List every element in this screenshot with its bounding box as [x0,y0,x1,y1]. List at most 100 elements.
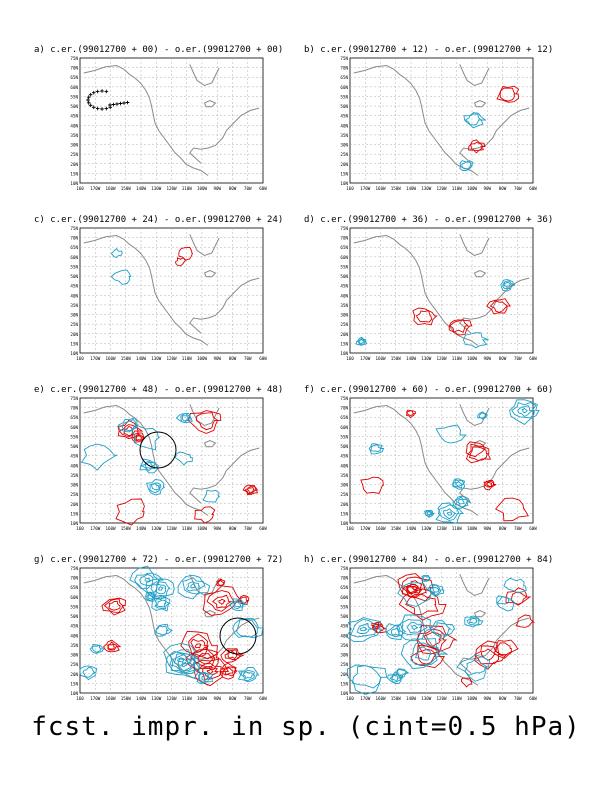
lat-tick-label: 70N [70,576,78,581]
lat-tick-label: 10N [70,691,78,696]
panel-title-a: a) c.er.(99012700 + 00) - o.er.(99012700… [34,45,283,55]
coastline [353,404,479,516]
lon-tick-label: 130W [151,186,162,191]
negative-contour [496,595,517,612]
positive-contour [178,246,194,261]
track-markers [86,89,130,111]
highlight-circle [139,431,177,469]
lon-tick-label: 130W [421,526,432,531]
map-gridlines [80,398,263,523]
lat-tick-label: 50N [340,104,348,109]
lon-tick-label: 120W [166,356,177,361]
lon-tick-label: 60W [529,526,537,531]
lat-tick-label: 50N [70,614,78,619]
lat-tick-label: 40N [340,633,348,638]
lat-tick-label: 60N [70,595,78,600]
negative-contour [397,582,436,607]
lat-tick-label: 25N [340,492,348,497]
positive-contour [448,319,473,336]
lat-tick-label: 20N [70,162,78,167]
lat-tick-label: 75N [70,396,78,401]
positive-contour [486,298,511,315]
track-mark [104,106,109,111]
coastline [83,404,209,516]
panel-title-d: d) c.er.(99012700 + 36) - o.er.(99012700… [304,215,553,225]
lon-tick-label: 100W [467,696,478,701]
track-mark [100,107,104,111]
lat-tick-label: 75N [340,566,348,571]
lon-tick-label: 70W [244,356,252,361]
map-gridlines [350,228,533,353]
positive-contour [135,435,143,441]
lon-tick-label: 160W [105,356,116,361]
positive-contour [108,600,121,611]
negative-contour [170,653,197,674]
negative-contour [400,638,449,670]
panel-title-b: b) c.er.(99012700 + 12) - o.er.(99012700… [304,45,553,55]
panel-a: a) c.er.(99012700 + 00) - o.er.(99012700… [34,45,283,191]
lon-tick-label: 80W [229,526,237,531]
negative-contour [496,595,511,605]
positive-contour [401,583,423,598]
lon-tick-label: 60W [259,696,267,701]
lat-tick-label: 10N [340,181,348,186]
negative-contour [456,654,491,682]
negative-contour [346,664,388,695]
lat-tick-label: 15N [340,681,348,686]
negative-contour [154,583,167,595]
negative-contour [415,646,432,661]
negative-contour [232,599,245,610]
panel-f: f) c.er.(99012700 + 60) - o.er.(99012700… [304,385,553,531]
lon-tick-label: 160W [105,526,116,531]
negative-contour [146,594,154,600]
negative-contour [370,444,382,453]
negative-contour [517,405,534,418]
panel-d: d) c.er.(99012700 + 36) - o.er.(99012700… [304,215,553,361]
lat-tick-label: 10N [340,691,348,696]
lon-tick-label: 160 [346,356,354,361]
lat-tick-label: 60N [340,425,348,430]
lon-tick-label: 160W [105,186,116,191]
negative-contour [385,623,407,640]
lon-tick-label: 130W [151,526,162,531]
positive-contour [465,443,492,464]
positive-contour [371,623,387,634]
lat-tick-label: 50N [340,274,348,279]
lat-tick-label: 10N [70,521,78,526]
positive-contour [101,597,127,616]
negative-contour [459,160,474,171]
negative-contour [145,591,158,602]
coastline [189,64,220,87]
lon-tick-label: 170W [90,356,101,361]
negative-contour [432,587,441,593]
positive-contour [211,594,233,609]
lon-tick-label: 170W [90,526,101,531]
lat-tick-label: 45N [340,114,348,119]
lon-tick-label: 60W [529,356,537,361]
lat-tick-label: 25N [340,152,348,157]
lon-tick-label: 100W [197,526,208,531]
negative-contour [236,619,258,638]
lon-tick-label: 80W [499,526,507,531]
negative-contour [242,671,253,679]
positive-contour [221,666,238,677]
negative-contour [139,573,154,586]
lat-tick-label: 50N [340,614,348,619]
lat-tick-label: 40N [340,123,348,128]
negative-contour [387,670,404,684]
lon-tick-label: 150W [391,526,402,531]
positive-contour [206,669,214,675]
negative-contour [430,584,442,596]
lat-tick-label: 35N [340,473,348,478]
lat-tick-label: 25N [70,662,78,667]
lon-tick-label: 160 [346,526,354,531]
panel-e: e) c.er.(99012700 + 48) - o.er.(99012700… [34,385,283,531]
lon-tick-label: 100W [197,696,208,701]
lon-tick-label: 120W [436,696,447,701]
positive-contour [131,432,146,443]
lon-tick-label: 80W [499,696,507,701]
lat-tick-label: 70N [340,406,348,411]
lon-tick-label: 140W [136,186,147,191]
lon-tick-label: 60W [259,526,267,531]
lat-tick-label: 40N [70,123,78,128]
